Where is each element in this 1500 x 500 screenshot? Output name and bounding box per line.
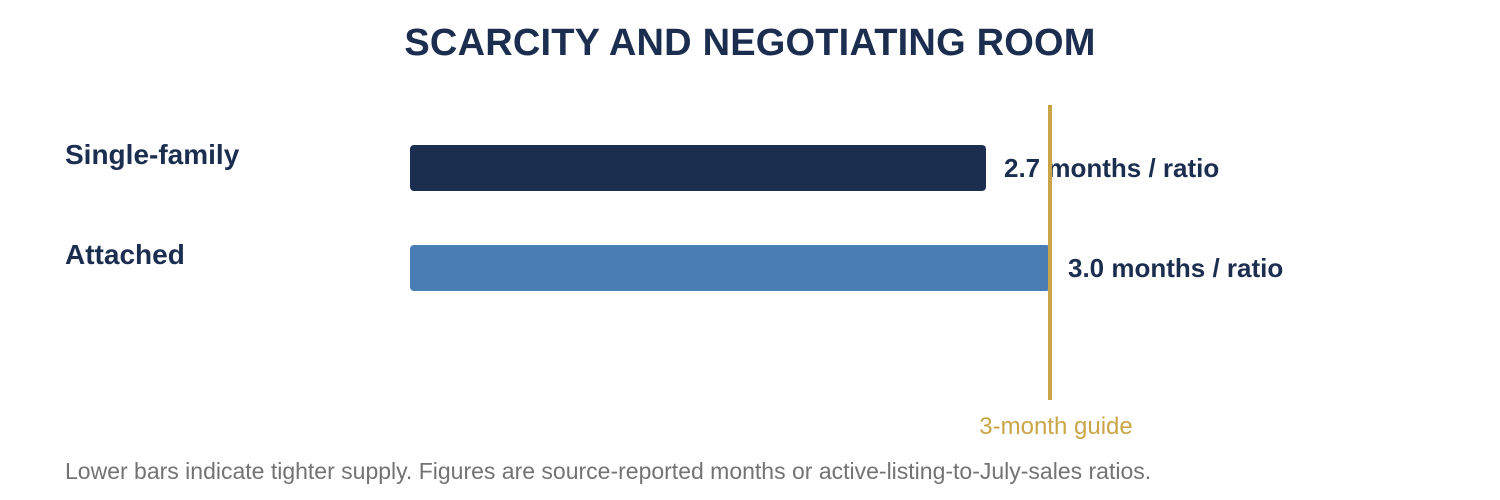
reference-layer: 3-month guide [979, 105, 1133, 440]
chart-title: SCARCITY AND NEGOTIATING ROOM [404, 22, 1096, 64]
category-label-1: Single-family [65, 139, 240, 170]
value-label-2: 3.0 months / ratio [1068, 253, 1283, 283]
footnote: Lower bars indicate tighter supply. Figu… [65, 458, 1152, 484]
reference-line-label: 3-month guide [979, 413, 1132, 440]
bar-2 [410, 245, 1050, 291]
category-label-2: Attached [65, 239, 185, 270]
bar-1 [410, 145, 986, 191]
value-label-1: 2.7 months / ratio [1004, 153, 1219, 183]
bars-layer [410, 145, 1050, 291]
labels-layer: Single-family 2.7 months / ratio Attached 3… [65, 139, 1283, 283]
